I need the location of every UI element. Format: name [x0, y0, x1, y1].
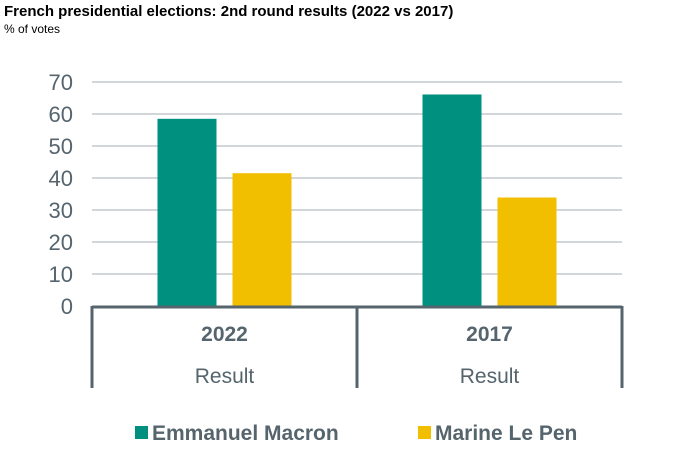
y-tick-label: 40 — [49, 166, 73, 191]
legend-label: Marine Le Pen — [435, 422, 577, 445]
legend-swatch — [135, 426, 148, 439]
y-tick-label: 0 — [61, 294, 73, 319]
bar-marine-le-pen-2017 — [497, 197, 557, 306]
legend-label: Emmanuel Macron — [152, 422, 339, 445]
x-category-sublabel: Result — [460, 365, 520, 388]
bar-marine-le-pen-2022 — [232, 173, 292, 306]
bar-emmanuel-macron-2022 — [157, 118, 217, 306]
y-tick-label: 50 — [49, 134, 73, 159]
bar-emmanuel-macron-2017 — [422, 94, 482, 306]
x-category-sublabel: Result — [195, 365, 255, 388]
chart-subtitle: % of votes — [4, 22, 61, 36]
legend-swatch — [418, 426, 431, 439]
y-tick-label: 30 — [49, 198, 73, 223]
y-tick-label: 60 — [49, 102, 73, 127]
y-tick-label: 20 — [49, 230, 73, 255]
chart-title: French presidential elections: 2nd round… — [4, 3, 454, 20]
y-tick-label: 10 — [49, 262, 73, 287]
x-category-label: 2017 — [466, 323, 513, 346]
x-category-label: 2022 — [201, 323, 248, 346]
y-tick-label: 70 — [49, 70, 73, 95]
